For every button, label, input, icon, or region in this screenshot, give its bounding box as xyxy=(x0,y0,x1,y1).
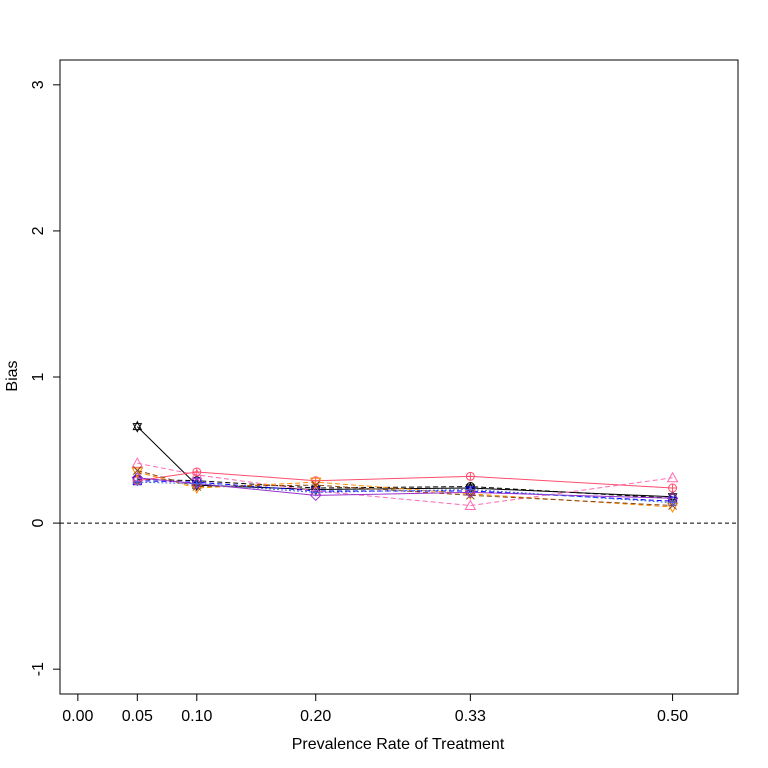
data-point xyxy=(133,478,142,487)
x-tick-label: 0.50 xyxy=(657,708,688,725)
data-point xyxy=(464,499,477,511)
series-line xyxy=(137,477,673,499)
data-point xyxy=(465,471,475,481)
x-tick-label: 0.33 xyxy=(455,708,486,725)
data-point xyxy=(668,498,677,507)
series-1 xyxy=(132,420,678,503)
data-point xyxy=(132,466,142,475)
series-6 xyxy=(131,467,679,514)
series-layer xyxy=(131,420,679,514)
series-line xyxy=(137,481,673,504)
data-point xyxy=(192,467,202,477)
x-axis-title: Prevalence Rate of Treatment xyxy=(292,736,505,753)
data-point xyxy=(668,483,678,493)
y-tick-label: 1 xyxy=(30,372,47,381)
data-point xyxy=(191,477,203,490)
y-tick-label: 2 xyxy=(30,226,47,235)
x-tick-label: 0.05 xyxy=(122,708,153,725)
data-point xyxy=(311,480,321,490)
axis-layer: 0.00 0.05 0.10 0.20 0.33 0.50 -1 0 1 2 3 xyxy=(30,80,688,725)
x-tick-label: 0.00 xyxy=(62,708,93,725)
data-point xyxy=(311,488,320,497)
data-point xyxy=(192,479,201,488)
series-5 xyxy=(132,467,678,493)
data-point xyxy=(464,486,477,499)
data-point xyxy=(310,489,322,502)
y-tick-label: 3 xyxy=(30,80,47,89)
series-3 xyxy=(132,476,678,506)
y-axis-title: Bias xyxy=(4,360,21,391)
series-8 xyxy=(131,472,679,504)
series-line xyxy=(137,462,673,507)
x-tick-label: 0.10 xyxy=(181,708,212,725)
plot-frame xyxy=(59,59,739,695)
data-point xyxy=(131,457,144,468)
data-point xyxy=(666,471,679,483)
series-9 xyxy=(133,478,677,507)
x-tick-label: 0.20 xyxy=(300,708,331,725)
y-tick-label: 0 xyxy=(30,519,47,528)
series-line xyxy=(137,470,673,507)
data-point xyxy=(466,485,475,494)
y-tick-label: -1 xyxy=(30,662,47,676)
data-point xyxy=(132,420,143,433)
